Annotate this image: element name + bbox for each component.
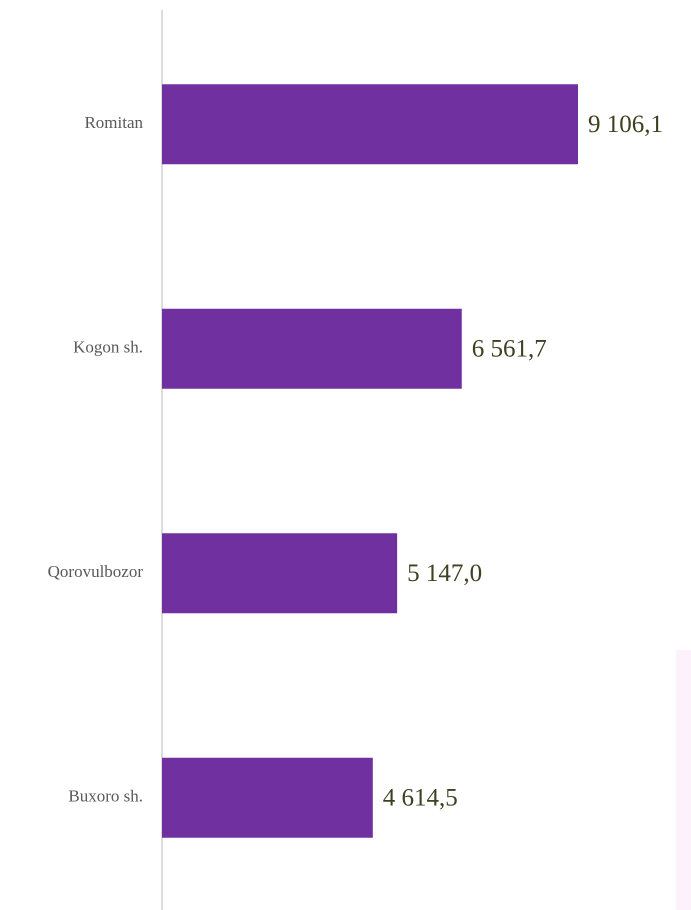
category-label: Buxoro sh. [68,787,143,806]
bar [162,84,578,165]
value-label: 4 614,5 [383,784,458,811]
category-label: Kogon sh. [73,338,143,357]
value-label: 9 106,1 [588,111,663,138]
bar [162,533,398,614]
value-label: 6 561,7 [472,335,547,362]
category-label: Qorovulbozor [48,562,144,581]
category-label: Romitan [84,113,143,132]
background-panel [676,650,691,910]
bar [162,308,462,389]
bar [162,757,373,838]
value-label: 5 147,0 [407,560,482,587]
